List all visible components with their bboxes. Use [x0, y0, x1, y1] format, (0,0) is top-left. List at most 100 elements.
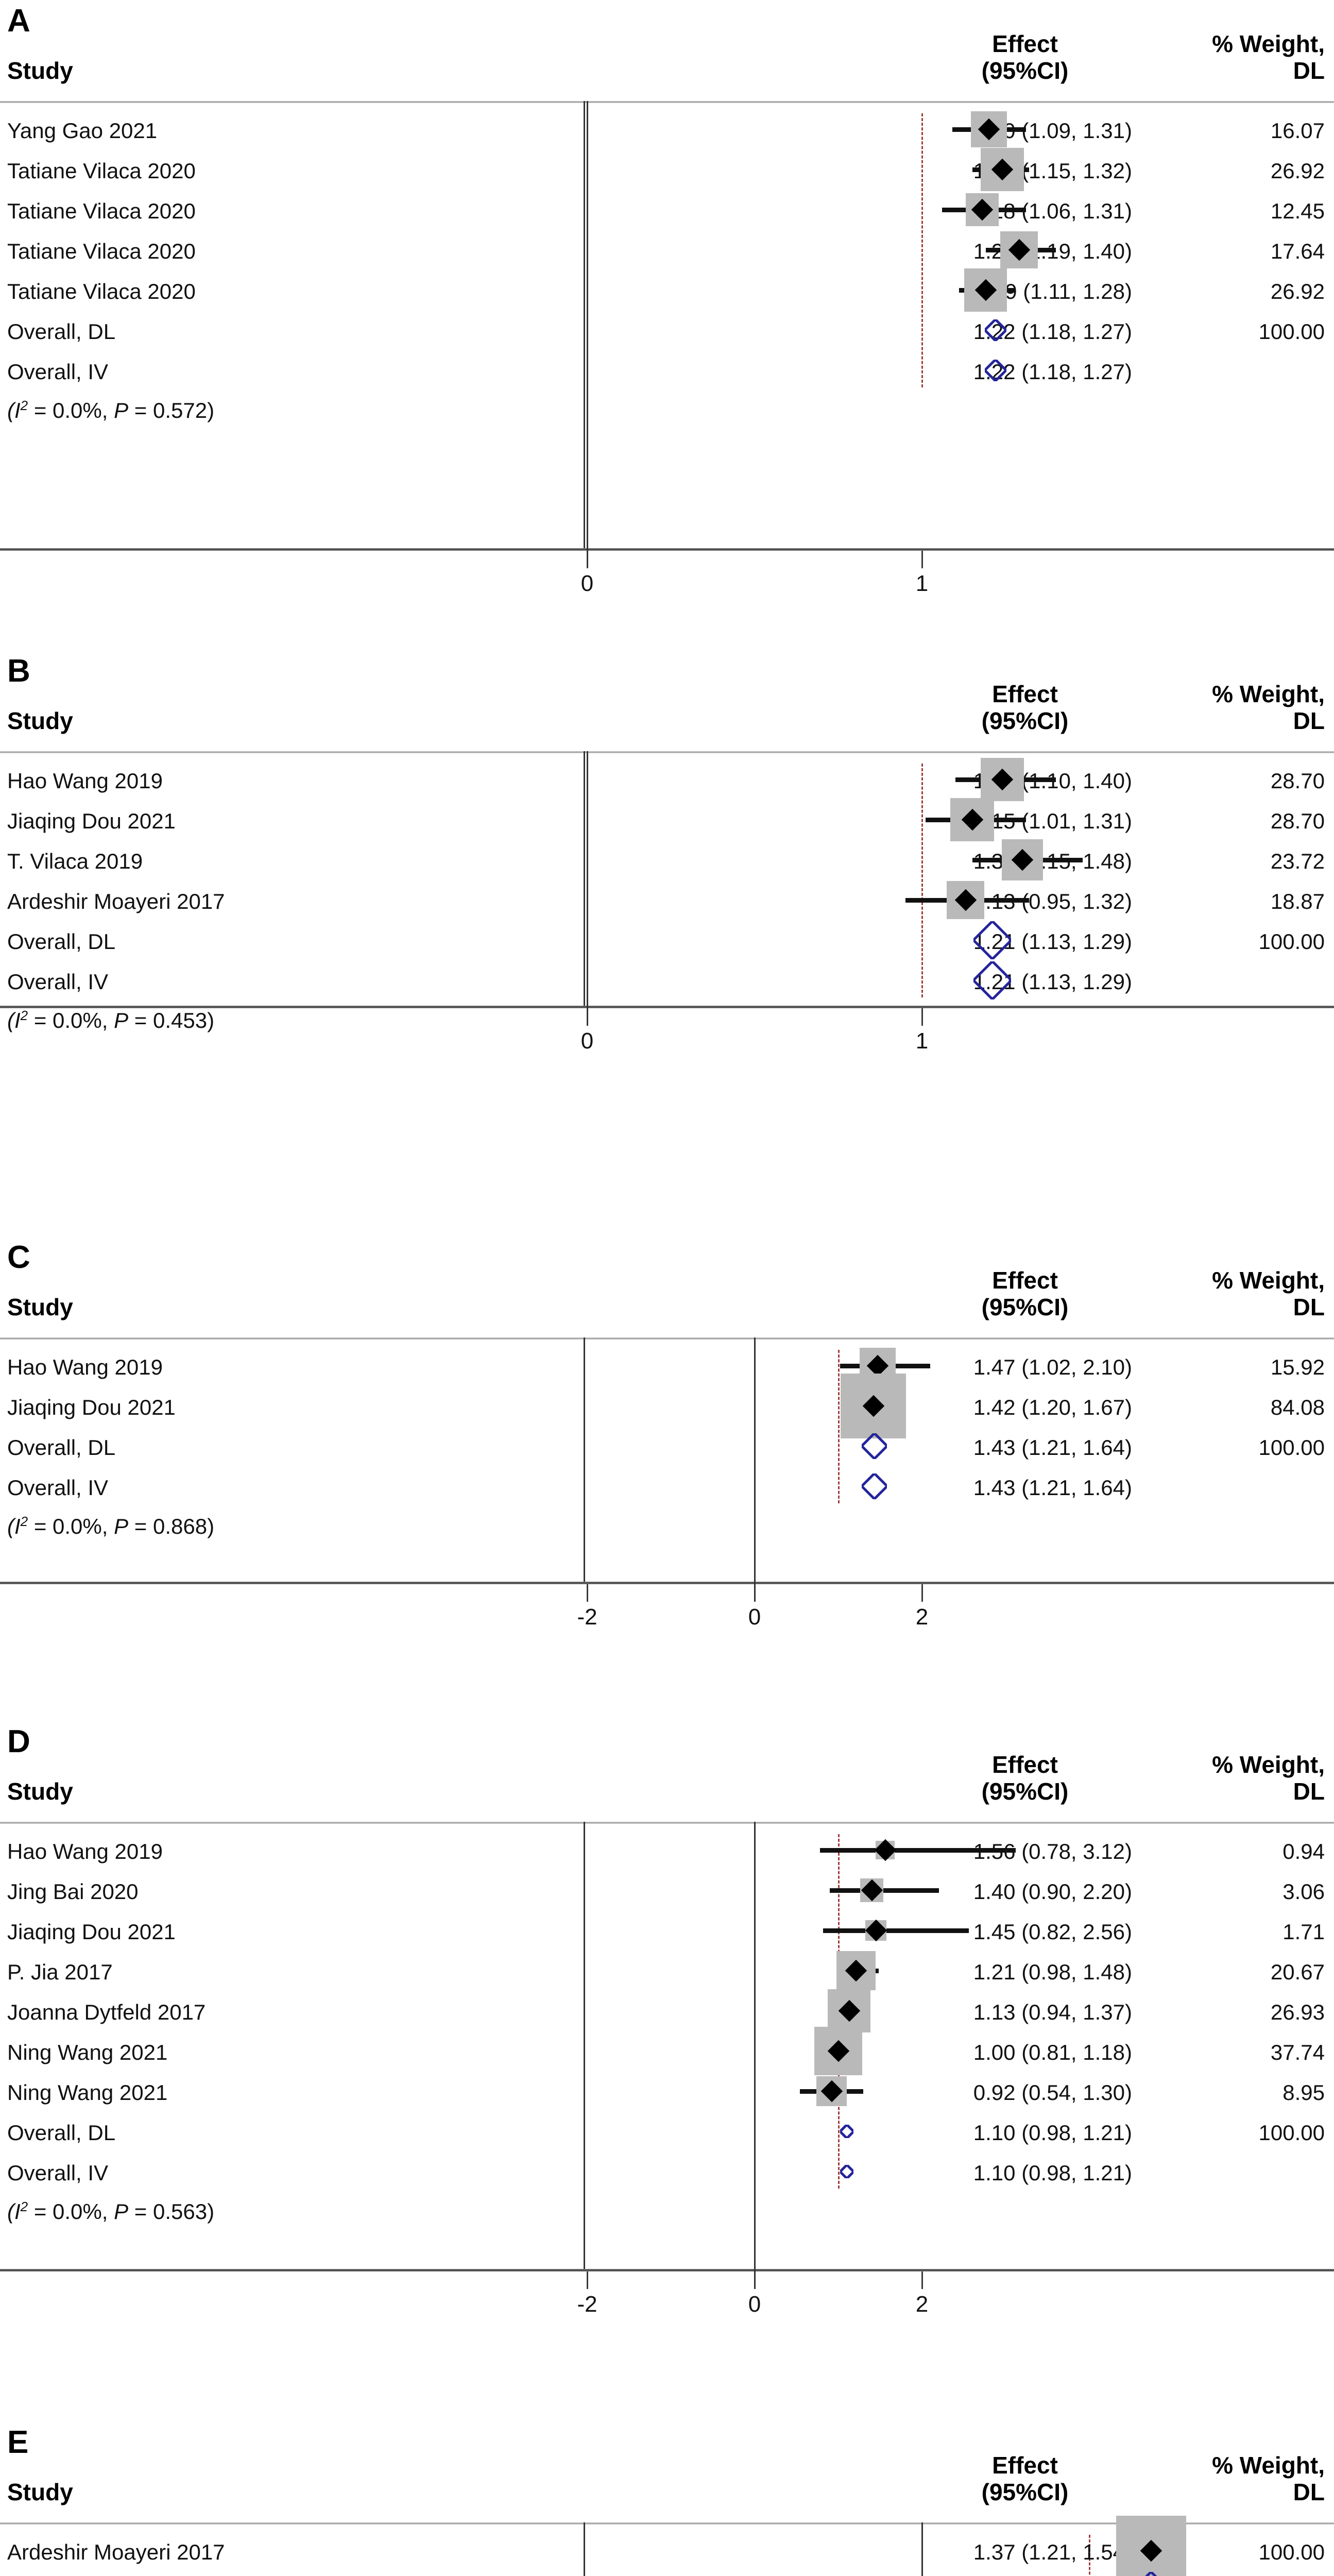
axis-zero-stem — [754, 1822, 756, 2289]
row-study-label: Jiaqing Dou 2021 — [7, 809, 176, 833]
row-effect-value: 1.00 (0.81, 1.18) — [973, 2040, 1132, 2064]
heterogeneity-statistic: (I2 = 0.0%, P = 0.453) — [7, 1008, 215, 1032]
x-axis-line — [0, 1582, 1334, 1584]
pooled-estimate-diamond — [971, 959, 1013, 1002]
column-header-study: Study — [7, 1294, 73, 1320]
confidence-interval-line — [823, 1928, 969, 1933]
panel-letter-e: E — [7, 2425, 29, 2460]
row-effect-value: 1.37 (1.21, 1.54) — [973, 2540, 1132, 2564]
row-effect-value: 1.10 (0.98, 1.21) — [973, 2121, 1132, 2145]
row-study-label: Tatiane Vilaca 2020 — [7, 239, 196, 263]
panel-c: C Study Effect (95%CI)% Weight, DL Hao Wang 2… — [0, 1236, 1334, 1654]
pooled-estimate-diamond — [860, 1431, 889, 1461]
column-header-weight-line1: % Weight, — [1212, 1267, 1325, 1294]
row-effect-value: 1.45 (0.82, 2.56) — [973, 1920, 1132, 1944]
row-weight-value: 100.00 — [1258, 2121, 1325, 2145]
axis-tick — [587, 1584, 588, 1602]
row-study-label: T. Vilaca 2019 — [7, 849, 143, 873]
panel-a: A Study Effect (95%CI)% Weight, DL Yang Gao 2… — [0, 0, 1334, 620]
pooled-estimate-diamond — [1132, 2570, 1170, 2576]
axis-tick-label: 1 — [915, 1028, 929, 1054]
axis-tick — [587, 2272, 588, 2289]
forest-row: Overall, IV 1.21 (1.13, 1.29) — [0, 959, 1334, 1002]
column-header-weight: % Weight, DL — [1119, 2452, 1325, 2505]
row-weight-value: 17.64 — [1270, 239, 1325, 263]
axis-tick-label: 0 — [748, 2292, 761, 2317]
column-header-effect: Effect (95%CI) — [917, 681, 1133, 734]
panel-letter-c: C — [7, 1240, 30, 1275]
panel-b: B Study Effect (95%CI)% Weight, DL Hao Wang 2… — [0, 650, 1334, 1078]
row-study-label: Tatiane Vilaca 2020 — [7, 279, 196, 303]
forest-row: Jiaqing Dou 2021 1.42 (1.20, 1.67) 84.08 — [0, 1373, 1334, 1439]
row-study-label: Overall, DL — [7, 1435, 116, 1460]
x-axis-line — [0, 2269, 1334, 2272]
row-weight-value: 0.94 — [1282, 1839, 1325, 1863]
header-rule — [0, 101, 1334, 103]
row-study-label: Ardeshir Moayeri 2017 — [7, 889, 225, 913]
pooled-estimate-diamond — [860, 1471, 889, 1501]
row-study-label: Hao Wang 2019 — [7, 1839, 163, 1863]
column-separator — [584, 2522, 585, 2576]
forest-row: Ning Wang 2021 0.92 (0.54, 1.30) 8.95 — [0, 2071, 1334, 2111]
column-header-weight-line1: % Weight, — [1212, 30, 1325, 57]
x-axis-line — [0, 548, 1334, 551]
axis-zero-stem — [587, 101, 588, 568]
forest-row: Jing Bai 2020 1.40 (0.90, 2.20) 3.06 — [0, 1870, 1334, 1910]
forest-row: Jiaqing Dou 2021 1.15 (1.01, 1.31) 28.70 — [0, 798, 1334, 842]
row-study-label: Overall, DL — [7, 2121, 116, 2145]
axis-tick-label: -2 — [577, 1604, 597, 1630]
column-header-weight-line1: % Weight, — [1212, 681, 1325, 707]
row-study-label: Jing Bai 2020 — [7, 1879, 139, 1904]
forest-row: Tatiane Vilaca 2020 1.18 (1.06, 1.31) 12.4… — [0, 190, 1334, 230]
axis-tick — [921, 551, 923, 568]
axis-tick-label: 0 — [580, 1028, 594, 1054]
column-header-weight-line2: DL — [1293, 707, 1325, 734]
column-header-effect-line1: Effect — [992, 30, 1058, 57]
row-study-label: Tatiane Vilaca 2020 — [7, 159, 196, 183]
row-effect-value: 1.47 (1.02, 2.10) — [973, 1355, 1132, 1379]
forest-row: Overall, DL 1.21 (1.13, 1.29) 100.00 — [0, 919, 1334, 961]
axis-tick — [921, 1584, 923, 1602]
column-header-effect-line1: Effect — [992, 1267, 1058, 1294]
panel-letter-b: B — [7, 653, 30, 689]
row-weight-value: 18.87 — [1270, 889, 1325, 913]
confidence-interval-line — [819, 1848, 1016, 1853]
axis-tick-label: 0 — [748, 1604, 761, 1630]
row-study-label: P. Jia 2017 — [7, 1960, 113, 1984]
panel-e: E Study Effect (95%CI)% Weight, DL Ardeshir M… — [0, 2421, 1334, 2576]
column-header-effect: Effect (95%CI) — [917, 2452, 1133, 2505]
forest-row: Overall, IV 1.22 (1.18, 1.27) — [0, 350, 1334, 391]
axis-tick-label: -2 — [577, 2292, 597, 2317]
column-separator — [584, 1337, 585, 1582]
row-study-label: Overall, DL — [7, 929, 116, 954]
row-effect-value: 1.21 (1.13, 1.29) — [973, 929, 1132, 954]
forest-row: Hao Wang 2019 1.47 (1.02, 2.10) 15.92 — [0, 1346, 1334, 1386]
panel-d: D Study Effect (95%CI)% Weight, DL Hao Wang 2… — [0, 1721, 1334, 2341]
row-weight-value: 100.00 — [1258, 929, 1325, 954]
row-weight-value: 26.92 — [1270, 279, 1325, 303]
axis-zero-stem — [587, 751, 588, 1025]
row-study-label: Tatiane Vilaca 2020 — [7, 199, 196, 223]
row-weight-value: 16.07 — [1270, 118, 1325, 143]
forest-row: Overall, IV 1.43 (1.21, 1.64) — [0, 1466, 1334, 1506]
row-weight-value: 20.67 — [1270, 1960, 1325, 1984]
header-rule — [0, 1822, 1334, 1824]
column-header-weight-line2: DL — [1293, 2478, 1325, 2505]
row-weight-value: 8.95 — [1282, 2080, 1325, 2105]
row-effect-value: 1.42 (1.20, 1.67) — [973, 1395, 1132, 1419]
row-study-label: Jiaqing Dou 2021 — [7, 1395, 176, 1419]
row-weight-value: 28.70 — [1270, 769, 1325, 793]
row-study-label: Yang Gao 2021 — [7, 118, 158, 143]
null-effect-line — [1089, 2535, 1090, 2576]
pooled-estimate-diamond — [983, 358, 1008, 383]
null-effect-line — [921, 764, 923, 997]
row-study-label: Overall, IV — [7, 970, 109, 994]
column-separator — [584, 101, 585, 548]
forest-row: Ardeshir Moayeri 2017 1.37 (1.21, 1.54) 10… — [0, 2516, 1334, 2576]
row-study-label: Ning Wang 2021 — [7, 2080, 168, 2105]
row-study-label: Overall, DL — [7, 319, 116, 344]
row-weight-value: 100.00 — [1258, 2540, 1325, 2564]
